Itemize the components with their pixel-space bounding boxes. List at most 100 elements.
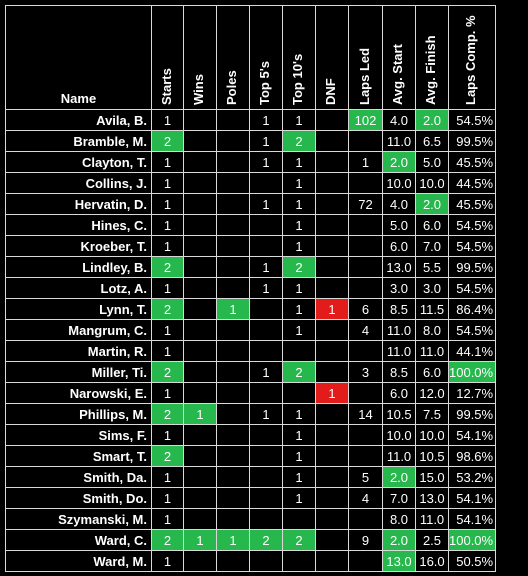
laps-comp-cell: 98.6%: [447, 445, 497, 467]
table-row: Sims, F. 1 1 10.0 10.0 54.1%: [5, 424, 497, 446]
laps-led-cell: [348, 277, 383, 299]
header-dnf-label: DNF: [323, 78, 338, 105]
wins-cell: [183, 445, 217, 467]
laps-led-cell: 5: [348, 466, 383, 488]
avg-start-cell: 2.0: [382, 529, 416, 551]
laps-led-cell: 9: [348, 529, 383, 551]
avg-start-cell: 13.0: [382, 256, 416, 278]
avg-finish-cell: 10.0: [415, 172, 449, 194]
dnf-cell: [315, 256, 349, 278]
header-wins-label: Wins: [191, 74, 206, 105]
poles-cell: [216, 130, 250, 152]
table-row: Clayton, T. 1 1 1 1 2.0 5.0 45.5%: [5, 151, 497, 173]
avg-finish-cell: 2.5: [415, 529, 449, 551]
avg-start-cell: 11.0: [382, 340, 416, 362]
driver-name-cell: Lindley, B.: [5, 256, 152, 278]
top10-cell: 2: [282, 256, 316, 278]
table-row: Phillips, M. 2 1 1 1 14 10.5 7.5 99.5%: [5, 403, 497, 425]
laps-comp-cell: 50.5%: [447, 550, 497, 572]
poles-cell: [216, 466, 250, 488]
poles-cell: [216, 424, 250, 446]
top5-cell: 1: [249, 277, 283, 299]
table-row: Avila, B. 1 1 1 102 4.0 2.0 54.5%: [5, 109, 497, 131]
header-poles: Poles: [216, 5, 250, 110]
table-row: Hines, C. 1 1 5.0 6.0 54.5%: [5, 214, 497, 236]
header-row: Name Starts Wins Poles Top 5's Top 10's …: [5, 5, 497, 110]
laps-comp-cell: 54.5%: [447, 214, 497, 236]
driver-name-cell: Miller, Ti.: [5, 361, 152, 383]
driver-name-cell: Smart, T.: [5, 445, 152, 467]
driver-name-cell: Avila, B.: [5, 109, 152, 131]
table-row: Miller, Ti. 2 1 2 3 8.5 6.0 100.0%: [5, 361, 497, 383]
driver-name-cell: Lotz, A.: [5, 277, 152, 299]
starts-cell: 1: [151, 235, 184, 257]
header-top5: Top 5's: [249, 5, 283, 110]
header-poles-label: Poles: [224, 70, 239, 105]
dnf-cell: 1: [315, 382, 349, 404]
avg-finish-cell: 2.0: [415, 193, 449, 215]
starts-cell: 2: [151, 445, 184, 467]
header-starts-label: Starts: [158, 68, 174, 105]
dnf-cell: [315, 235, 349, 257]
laps-led-cell: [348, 256, 383, 278]
avg-finish-cell: 7.0: [415, 235, 449, 257]
starts-cell: 1: [151, 340, 184, 362]
laps-led-cell: [348, 235, 383, 257]
poles-cell: [216, 550, 250, 572]
top10-cell: [282, 382, 316, 404]
driver-name-cell: Narowski, E.: [5, 382, 152, 404]
driver-name-cell: Clayton, T.: [5, 151, 152, 173]
driver-name-cell: Bramble, M.: [5, 130, 152, 152]
header-avg-finish-label: Avg. Finish: [423, 35, 438, 105]
table-row: Smart, T. 2 1 11.0 10.5 98.6%: [5, 445, 497, 467]
starts-cell: 1: [151, 214, 184, 236]
avg-start-cell: 7.0: [382, 487, 416, 509]
starts-cell: 2: [151, 256, 184, 278]
table-body: Avila, B. 1 1 1 102 4.0 2.0 54.5% Bramble, M. 2 1 2…: [5, 109, 497, 572]
top10-cell: [282, 340, 316, 362]
laps-led-cell: 72: [348, 193, 383, 215]
top5-cell: [249, 319, 283, 341]
laps-led-cell: [348, 445, 383, 467]
dnf-cell: [315, 172, 349, 194]
top10-cell: 2: [282, 361, 316, 383]
wins-cell: [183, 109, 217, 131]
avg-start-cell: 6.0: [382, 382, 416, 404]
dnf-cell: [315, 109, 349, 131]
top10-cell: [282, 508, 316, 530]
top10-cell: 1: [282, 298, 316, 320]
laps-led-cell: 3: [348, 361, 383, 383]
top10-cell: 1: [282, 487, 316, 509]
starts-cell: 1: [151, 109, 184, 131]
avg-start-cell: 10.5: [382, 403, 416, 425]
avg-start-cell: 5.0: [382, 214, 416, 236]
driver-name-cell: Sims, F.: [5, 424, 152, 446]
driver-name-cell: Smith, Do.: [5, 487, 152, 509]
poles-cell: [216, 256, 250, 278]
avg-start-cell: 10.0: [382, 172, 416, 194]
avg-start-cell: 10.0: [382, 424, 416, 446]
wins-cell: [183, 130, 217, 152]
header-wins: Wins: [183, 5, 217, 110]
avg-start-cell: 11.0: [382, 319, 416, 341]
avg-start-cell: 8.5: [382, 298, 416, 320]
header-laps-led: Laps Led: [348, 5, 383, 110]
starts-cell: 2: [151, 298, 184, 320]
header-starts: Starts: [151, 5, 184, 110]
avg-start-cell: 2.0: [382, 151, 416, 173]
table-row: Smith, Da. 1 1 5 2.0 15.0 53.2%: [5, 466, 497, 488]
dnf-cell: [315, 214, 349, 236]
wins-cell: [183, 298, 217, 320]
top5-cell: [249, 298, 283, 320]
poles-cell: [216, 151, 250, 173]
wins-cell: [183, 508, 217, 530]
avg-start-cell: 11.0: [382, 445, 416, 467]
wins-cell: [183, 256, 217, 278]
poles-cell: 1: [216, 529, 250, 551]
laps-led-cell: [348, 424, 383, 446]
starts-cell: 1: [151, 172, 184, 194]
avg-start-cell: 4.0: [382, 109, 416, 131]
driver-name-cell: Hervatin, D.: [5, 193, 152, 215]
poles-cell: [216, 193, 250, 215]
top10-cell: 2: [282, 529, 316, 551]
